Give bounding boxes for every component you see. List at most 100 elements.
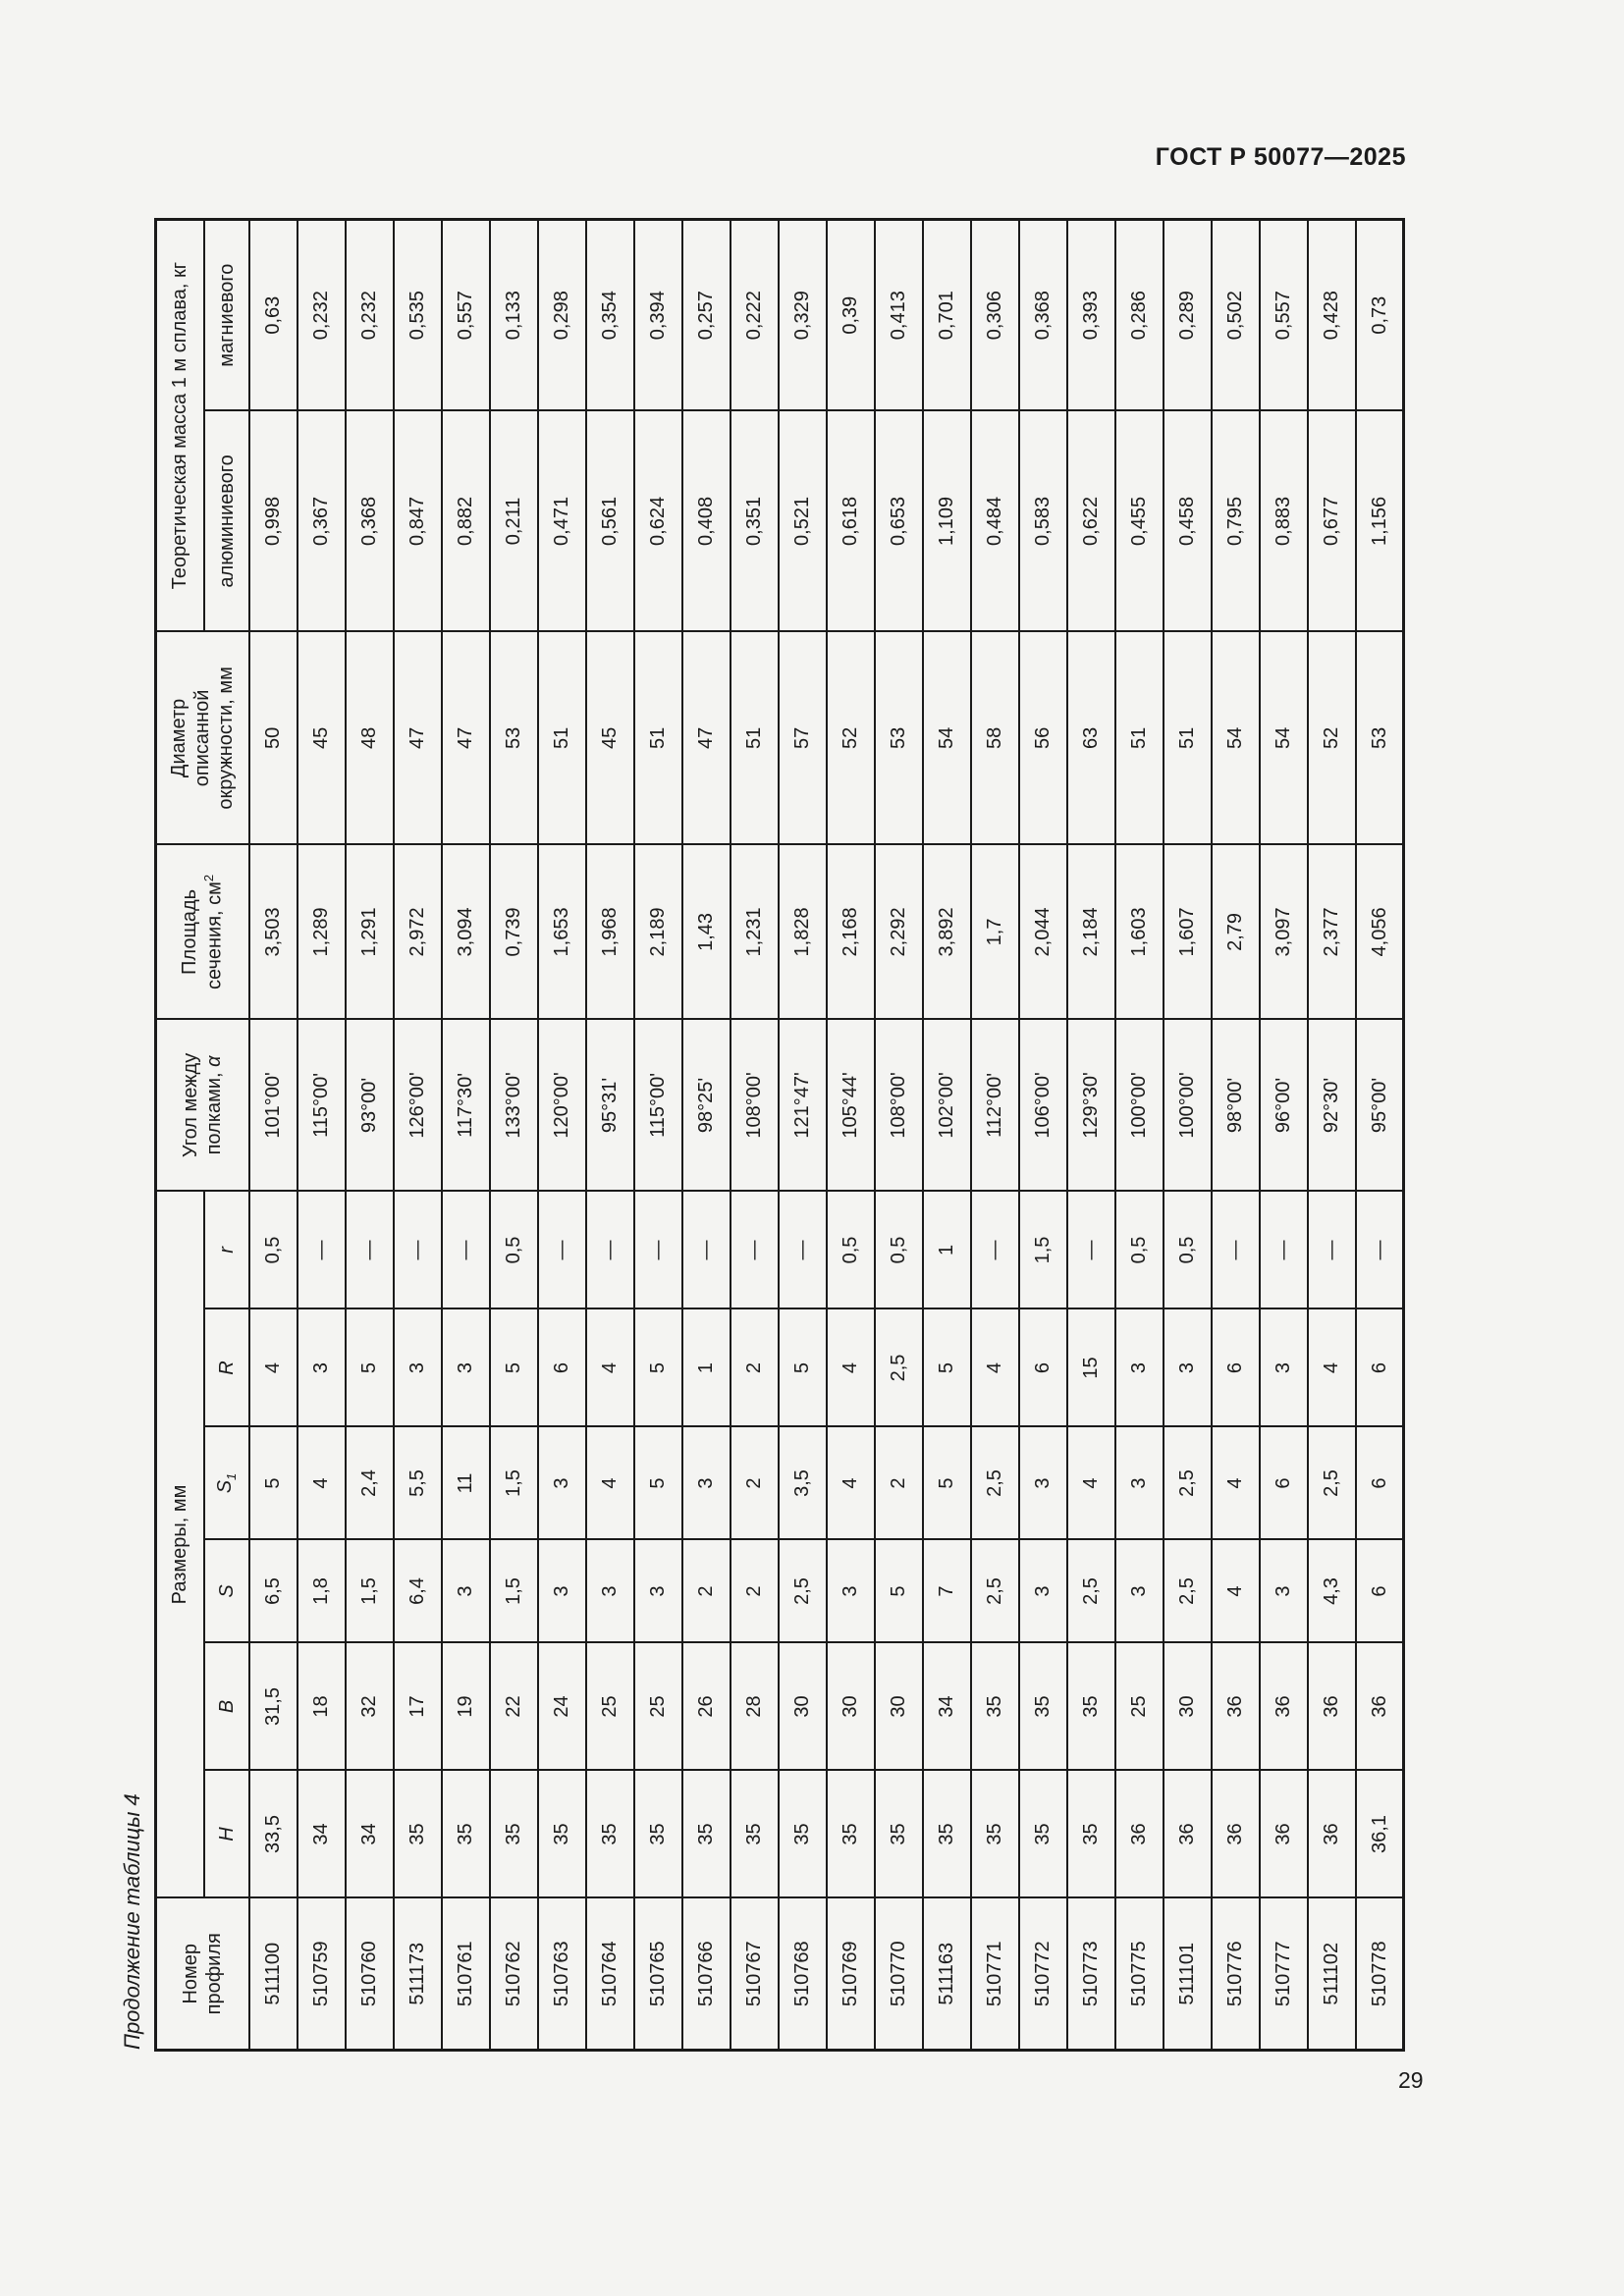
cell-S1: 5 [633, 1426, 682, 1540]
table-body: 511100 33,5 31,5 6,5 5 4 0,5 101°00' 3,503 50 0,99… [248, 219, 1404, 2051]
cell-area: 1,607 [1163, 844, 1212, 1020]
cell-diameter: 56 [1018, 631, 1067, 845]
cell-area: 2,972 [393, 844, 442, 1020]
cell-mass_aluminum: 0,883 [1259, 410, 1308, 632]
cell-S: 6,5 [248, 1539, 298, 1643]
cell-mass_magnesium: 0,701 [922, 219, 971, 411]
cell-r: 1 [922, 1191, 971, 1309]
alpha-symbol: α [203, 1055, 226, 1067]
cell-B: 35 [970, 1642, 1019, 1771]
cell-mass_aluminum: 0,455 [1114, 410, 1164, 632]
cell-S: 3 [633, 1539, 682, 1643]
cell-num: 510773 [1066, 1897, 1115, 2051]
cell-S1: 3 [537, 1426, 586, 1540]
cell-R: 6 [1355, 1308, 1404, 1427]
cell-num: 511100 [248, 1897, 298, 2051]
cell-B: 36 [1355, 1642, 1404, 1771]
cell-angle: 106°00' [1018, 1019, 1067, 1192]
cell-H: 35 [826, 1770, 875, 1898]
cell-area: 2,184 [1066, 844, 1115, 1020]
cell-angle: 108°00' [730, 1019, 779, 1192]
cell-H: 36 [1211, 1770, 1260, 1898]
cell-R: 4 [585, 1308, 634, 1427]
table-row: 510767 35 28 2 2 2—108°00' 1,231 51 0,351 0,222 [730, 219, 779, 2051]
cell-H: 36 [1307, 1770, 1356, 1898]
cell-diameter: 54 [922, 631, 971, 845]
cell-angle: 100°00' [1114, 1019, 1164, 1192]
cell-mass_magnesium: 0,133 [489, 219, 538, 411]
cell-num: 510765 [633, 1897, 682, 2051]
cell-H: 35 [970, 1770, 1019, 1898]
cell-S1: 3 [1114, 1426, 1164, 1540]
table-row: 510759 34 18 1,8 4 3—115°00' 1,289 45 0,367 0,232 [297, 219, 346, 2051]
cell-r: — [1259, 1191, 1308, 1309]
cell-S1: 6 [1355, 1426, 1404, 1540]
cell-R: 5 [633, 1308, 682, 1427]
table-row: 510777 36 36 3 6 3—96°00' 3,097 54 0,883 0,557 [1259, 219, 1308, 2051]
cell-mass_magnesium: 0,298 [537, 219, 586, 411]
cell-B: 22 [489, 1642, 538, 1771]
cell-r: — [1211, 1191, 1260, 1309]
cell-R: 6 [537, 1308, 586, 1427]
cell-H: 35 [585, 1770, 634, 1898]
table-row: 510764 35 25 3 4 4—95°31' 1,968 45 0,561 0,354 [585, 219, 634, 2051]
cell-S: 7 [922, 1539, 971, 1643]
cell-num: 510762 [489, 1897, 538, 2051]
cell-num: 510777 [1259, 1897, 1308, 2051]
cell-mass_magnesium: 0,329 [778, 219, 827, 411]
cell-R: 4 [248, 1308, 298, 1427]
cell-H: 36 [1114, 1770, 1164, 1898]
cell-num: 510763 [537, 1897, 586, 2051]
cell-num: 510766 [681, 1897, 731, 2051]
cell-num: 511163 [922, 1897, 971, 2051]
cell-num: 510771 [970, 1897, 1019, 2051]
cell-S1: 3 [681, 1426, 731, 1540]
cell-B: 18 [297, 1642, 346, 1771]
cell-R: 5 [489, 1308, 538, 1427]
cell-area: 1,7 [970, 844, 1019, 1020]
cell-B: 34 [922, 1642, 971, 1771]
cell-area: 3,094 [441, 844, 490, 1020]
cell-diameter: 50 [248, 631, 298, 845]
cell-diameter: 51 [537, 631, 586, 845]
cell-mass_magnesium: 0,63 [248, 219, 298, 411]
table-row: 510772 35 35 3 3 6 1,5 106°00' 2,044 56 0,583 0,368 [1018, 219, 1067, 2051]
cell-angle: 112°00' [970, 1019, 1019, 1192]
table-row: 510766 35 26 2 3 1—98°25' 1,43 47 0,408 0,257 [681, 219, 731, 2051]
cell-num: 510768 [778, 1897, 827, 2051]
cell-diameter: 47 [393, 631, 442, 845]
cell-mass_magnesium: 0,557 [1259, 219, 1308, 411]
cell-mass_magnesium: 0,306 [970, 219, 1019, 411]
cell-angle: 98°00' [1211, 1019, 1260, 1192]
cell-r: 1,5 [1018, 1191, 1067, 1309]
cell-B: 19 [441, 1642, 490, 1771]
cell-num: 510776 [1211, 1897, 1260, 2051]
cell-H: 35 [441, 1770, 490, 1898]
cell-B: 30 [874, 1642, 923, 1771]
cell-r: — [1307, 1191, 1356, 1309]
cell-mass_magnesium: 0,368 [1018, 219, 1067, 411]
cell-S1: 2 [874, 1426, 923, 1540]
cell-mass_magnesium: 0,535 [393, 219, 442, 411]
cell-S1: 4 [826, 1426, 875, 1540]
cell-mass_aluminum: 0,622 [1066, 410, 1115, 632]
cell-B: 30 [1163, 1642, 1212, 1771]
cell-H: 35 [393, 1770, 442, 1898]
cell-mass_magnesium: 0,428 [1307, 219, 1356, 411]
cell-r: — [585, 1191, 634, 1309]
cell-area: 2,044 [1018, 844, 1067, 1020]
cell-r: — [633, 1191, 682, 1309]
cell-H: 35 [681, 1770, 731, 1898]
cell-R: 3 [393, 1308, 442, 1427]
cell-B: 36 [1211, 1642, 1260, 1771]
cell-R: 3 [1259, 1308, 1308, 1427]
cell-H: 34 [297, 1770, 346, 1898]
table-row: 510762 35 22 1,5 1,5 5 0,5 133°00' 0,739 53 0,211 0… [489, 219, 538, 2051]
cell-r: — [778, 1191, 827, 1309]
cell-S1: 3,5 [778, 1426, 827, 1540]
cell-num: 511102 [1307, 1897, 1356, 2051]
header-row-1: Номер профиля Размеры, мм Угол между пол… [155, 219, 249, 2051]
table-row: 510765 35 25 3 5 5—115°00' 2,189 51 0,624 0,394 [633, 219, 682, 2051]
cell-num: 510770 [874, 1897, 923, 2051]
